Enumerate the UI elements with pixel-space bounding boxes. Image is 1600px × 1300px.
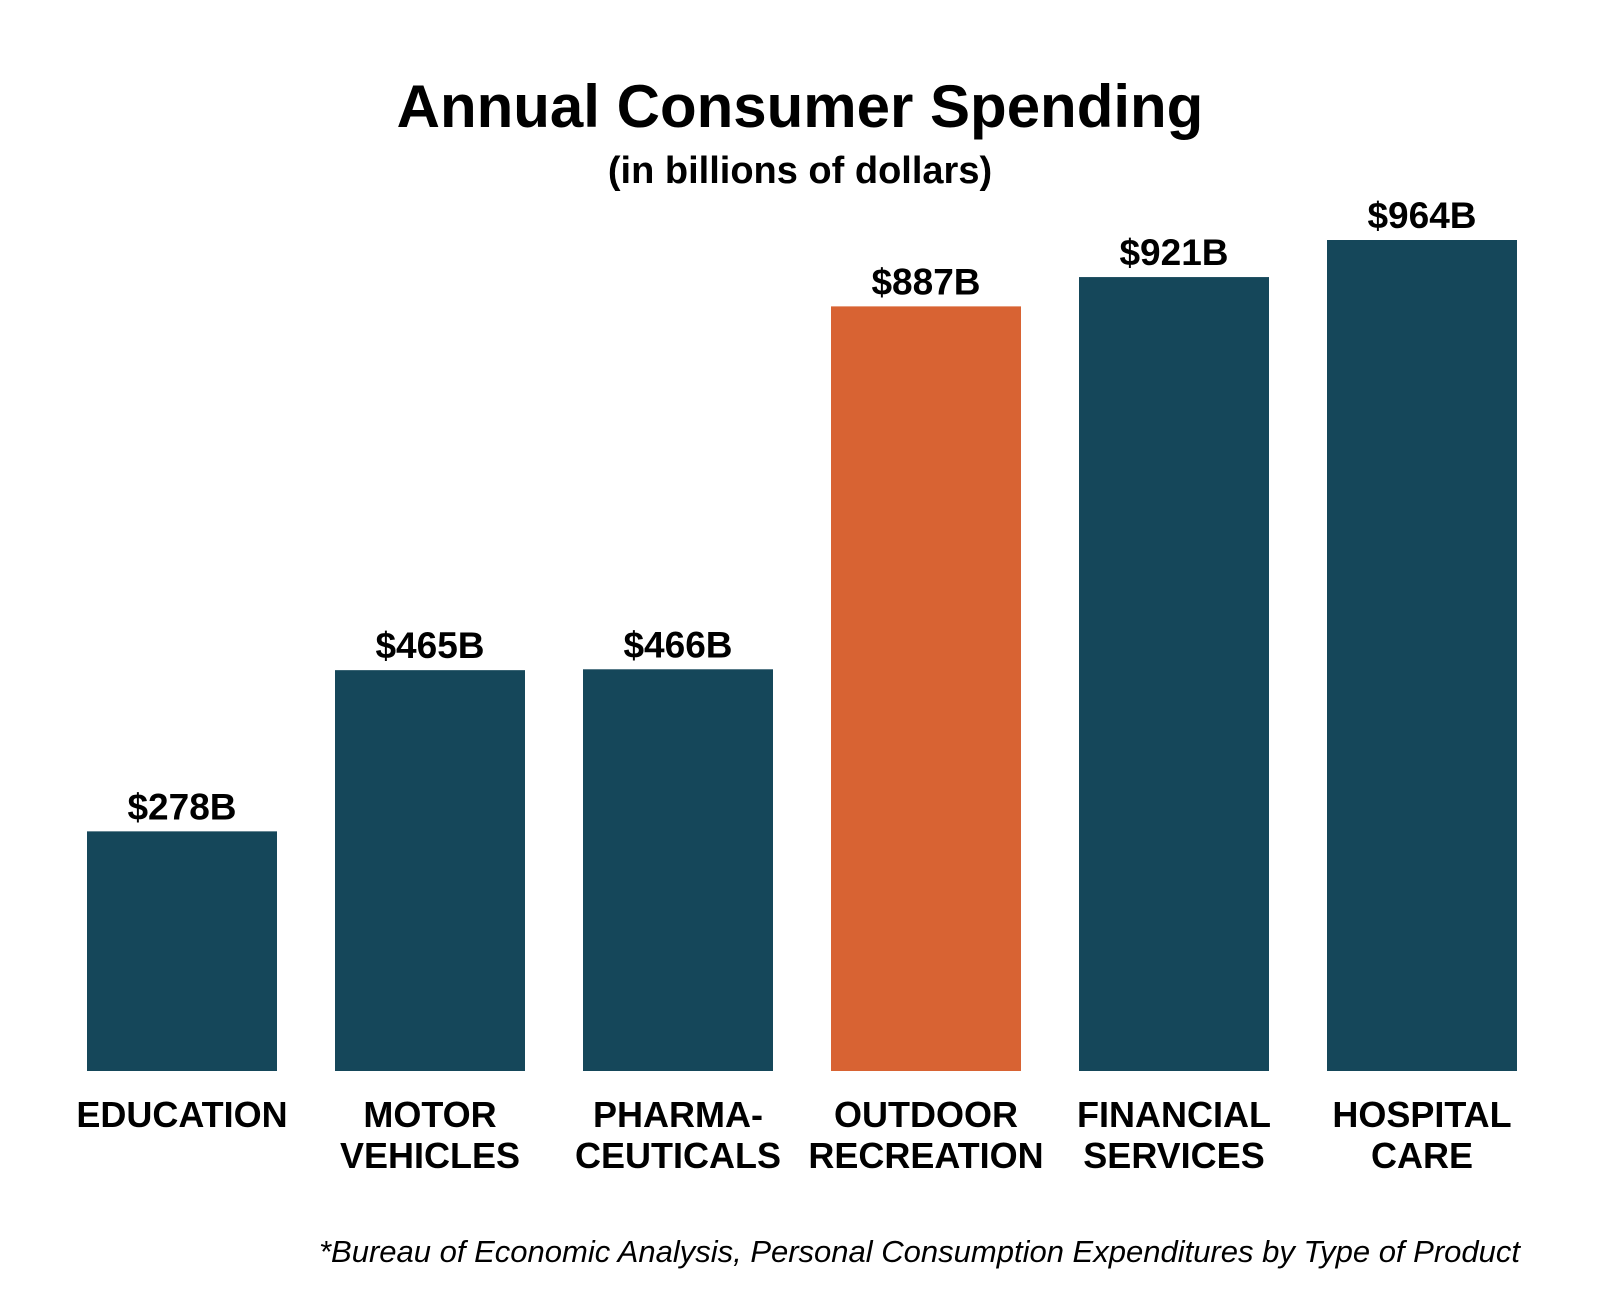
category-label-2-line-1: CEUTICALS bbox=[575, 1135, 781, 1176]
bar-5 bbox=[1327, 240, 1517, 1071]
category-label-1-line-0: MOTOR bbox=[363, 1094, 496, 1135]
bar-0 bbox=[87, 831, 277, 1071]
category-label-3-line-1: RECREATION bbox=[808, 1135, 1043, 1176]
value-label-5: $964B bbox=[1367, 195, 1476, 236]
value-label-0: $278B bbox=[127, 786, 236, 827]
value-label-1: $465B bbox=[375, 625, 484, 666]
value-label-2: $466B bbox=[623, 624, 732, 665]
value-labels-group: $278B $465B $466B $887B $921B $964B bbox=[127, 195, 1476, 827]
category-label-2-line-0: PHARMA- bbox=[593, 1094, 763, 1135]
chart-subtitle: (in billions of dollars) bbox=[608, 150, 992, 192]
category-label-4-line-0: FINANCIAL bbox=[1077, 1094, 1271, 1135]
category-label-1-line-1: VEHICLES bbox=[340, 1135, 520, 1176]
bar-3 bbox=[831, 306, 1021, 1071]
category-label-4-line-1: SERVICES bbox=[1083, 1135, 1264, 1176]
bar-4 bbox=[1079, 277, 1269, 1072]
category-label-3-line-0: OUTDOOR bbox=[834, 1094, 1018, 1135]
bar-2 bbox=[583, 669, 773, 1071]
source-footnote: *Bureau of Economic Analysis, Personal C… bbox=[319, 1234, 1521, 1269]
bars-group bbox=[87, 240, 1517, 1072]
value-label-3: $887B bbox=[871, 261, 980, 302]
category-label-5-line-0: HOSPITAL bbox=[1332, 1094, 1511, 1135]
chart-title: Annual Consumer Spending bbox=[397, 73, 1204, 140]
category-label-0-line-0: EDUCATION bbox=[76, 1094, 287, 1135]
category-label-5-line-1: CARE bbox=[1371, 1135, 1473, 1176]
bar-1 bbox=[335, 670, 525, 1071]
value-label-4: $921B bbox=[1119, 232, 1228, 273]
